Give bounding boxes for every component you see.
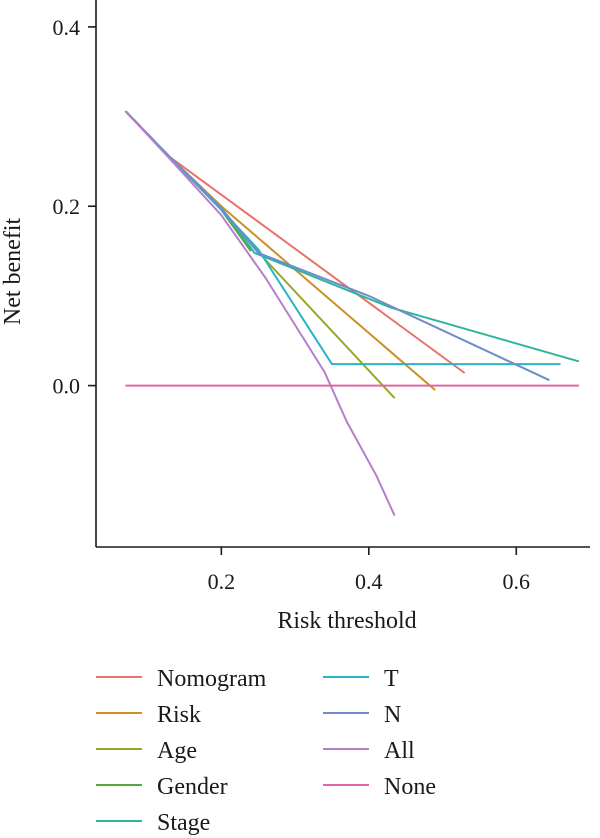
legend-item-t: T [323,666,399,692]
legend-item-n: N [323,702,401,728]
legend-label: N [384,702,401,728]
legend-item-nomogram: Nomogram [96,666,267,692]
y-ticks: 0.0 0.2 0.4 [53,15,96,399]
y-tick-label: 0.4 [53,15,81,40]
plot-lines [124,110,580,517]
y-tick-label: 0.2 [53,194,81,219]
series-line-n [124,110,550,382]
legend-label: None [384,774,436,800]
legend-item-age: Age [96,738,197,764]
legend-label: Stage [157,810,210,836]
legend-item-none: None [323,774,436,800]
legend-label: Age [157,738,197,764]
series-line-stage [124,110,580,363]
x-tick-label: 0.4 [355,569,383,594]
legend-item-stage: Stage [96,810,210,836]
series-line-nomogram [124,110,466,374]
y-tick-label: 0.0 [53,374,81,399]
legend-item-all: All [323,738,415,764]
legend-label: Nomogram [157,666,267,692]
legend: Nomogram Risk Age Gender Stage TN All None [96,666,436,836]
axes: 0.0 0.2 0.4 0.2 0.4 0.6 [53,0,590,594]
legend-item-gender: Gender [96,774,228,800]
x-tick-label: 0.6 [503,569,531,594]
x-ticks: 0.2 0.4 0.6 [208,547,530,594]
series-line-risk [124,110,436,391]
series-line-t [124,110,561,366]
x-axis-title: Risk threshold [277,608,416,634]
legend-label: Gender [157,774,228,800]
legend-item-risk: Risk [96,702,201,728]
series-line-all [124,110,396,517]
legend-label: T [384,666,399,692]
legend-label: All [384,738,415,764]
x-tick-label: 0.2 [208,569,236,594]
legend-label: Risk [157,702,201,728]
y-axis-title: Net benefit [0,218,26,326]
